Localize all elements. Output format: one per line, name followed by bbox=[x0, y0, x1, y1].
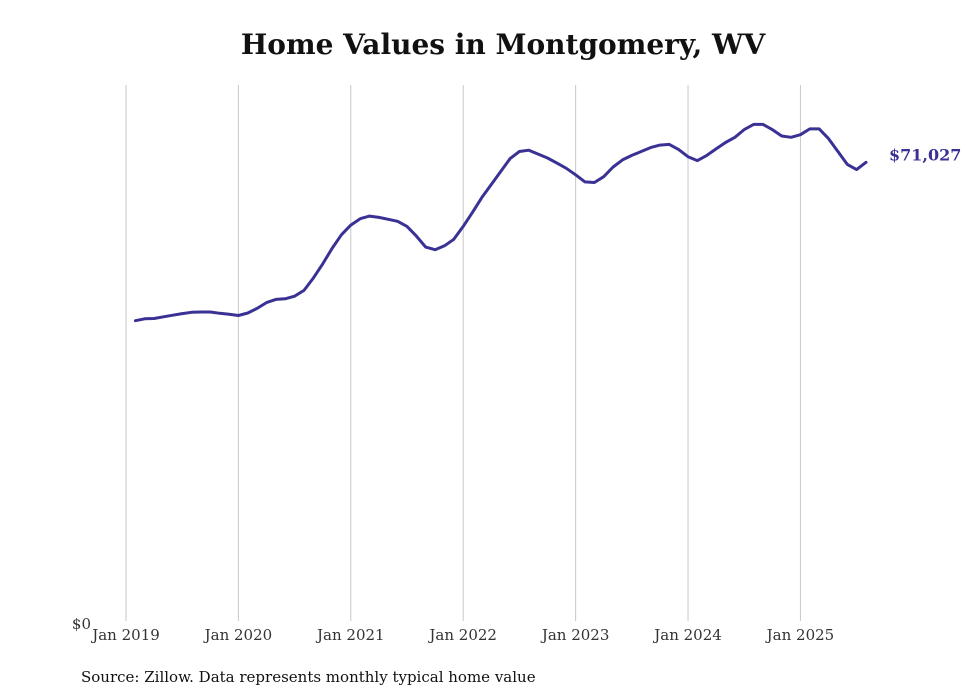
x-tick-label: Jan 2020 bbox=[203, 626, 273, 644]
source-note: Source: Zillow. Data represents monthly … bbox=[81, 668, 536, 686]
y-tick-label: $0 bbox=[72, 615, 91, 633]
gridlines bbox=[125, 85, 801, 621]
x-tick-label: Jan 2023 bbox=[540, 626, 610, 644]
x-tick-label: Jan 2024 bbox=[652, 626, 722, 644]
x-tick-label: Jan 2022 bbox=[427, 626, 497, 644]
x-tick-label: Jan 2019 bbox=[90, 626, 160, 644]
chart-title: Home Values in Montgomery, WV bbox=[240, 28, 766, 61]
x-tick-label: Jan 2021 bbox=[315, 626, 385, 644]
series-line bbox=[133, 122, 868, 323]
x-tick-label: Jan 2025 bbox=[765, 626, 835, 644]
label-layer: Jan 2019 Jan 2020 Jan 2021 Jan 2022 Jan 2023… bbox=[72, 145, 961, 644]
series-layer bbox=[133, 122, 868, 323]
end-value-label: $71,027 bbox=[889, 145, 961, 164]
